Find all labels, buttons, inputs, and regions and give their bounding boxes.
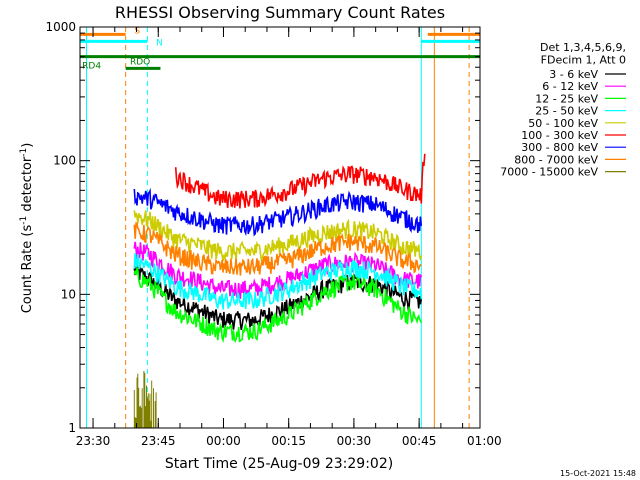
x-tick-label-6: 01:00 <box>467 434 502 448</box>
series-line-8 <box>133 371 157 428</box>
x-tick-label-3: 00:15 <box>271 434 306 448</box>
svg-text:Count Rate (s-1 detector-1): Count Rate (s-1 detector-1) <box>19 143 35 314</box>
legend-label-1: 6 - 12 keV <box>542 80 598 93</box>
x-tick-label-5: 00:45 <box>402 434 437 448</box>
y-tick-label-2: 100 <box>53 154 76 168</box>
flag-label-n: N <box>156 38 163 48</box>
series-line-6 <box>133 187 423 237</box>
y-axis-label: Count Rate (s-1 detector-1) <box>19 143 35 314</box>
x-axis-label: Start Time (25-Aug-09 23:29:02) <box>165 456 393 472</box>
series-line-4 <box>133 210 423 262</box>
series-line-0 <box>133 263 423 331</box>
legend-label-3: 25 - 50 keV <box>535 105 598 118</box>
legend-label-4: 50 - 100 keV <box>528 117 598 130</box>
legend-label-8: 7000 - 15000 keV <box>500 166 598 179</box>
flag-label-rdo: RDO <box>130 57 150 67</box>
y-tick-label-0: 1 <box>68 421 76 435</box>
flag-label-s: S <box>134 26 140 36</box>
series-line-2 <box>133 265 423 344</box>
plot-frame <box>79 26 481 429</box>
x-tick-label-1: 23:45 <box>141 434 176 448</box>
flag-n: N <box>80 38 480 48</box>
plot-area: S N RD4 RDO 1 10 100 1000 23:30 23:45 00:00 00:15 00… <box>45 20 501 448</box>
legend-header-0: Det 1,3,4,5,6,9, <box>540 41 626 54</box>
legend-header-1: FDecim 1, Att 0 <box>541 54 626 67</box>
series-line-3 <box>133 253 423 310</box>
legend-label-5: 100 - 300 keV <box>521 129 598 142</box>
series-2 <box>133 265 423 344</box>
series-3 <box>133 253 423 310</box>
y-tick-label-3: 1000 <box>45 20 76 34</box>
legend-label-0: 3 - 6 keV <box>549 68 598 81</box>
legend-label-2: 12 - 25 keV <box>535 92 598 105</box>
flag-s: S <box>80 26 480 36</box>
flag-rd4: RD4 <box>80 55 480 72</box>
legend-label-6: 300 - 800 keV <box>521 141 598 154</box>
series-5 <box>174 153 426 209</box>
timestamp: 15-Oct-2021 15:48 <box>560 469 636 478</box>
series-0 <box>133 263 423 331</box>
series-4 <box>133 210 423 262</box>
series-line-5 <box>174 153 426 209</box>
series-8 <box>133 371 157 428</box>
series-7 <box>133 222 422 276</box>
x-tick-label-0: 23:30 <box>76 434 111 448</box>
legend-label-7: 800 - 7000 keV <box>514 153 598 166</box>
x-tick-label-4: 00:30 <box>337 434 372 448</box>
series-line-7 <box>133 222 422 276</box>
y-tick-label-1: 10 <box>61 287 76 301</box>
series-6 <box>133 187 423 237</box>
flag-label-rd4: RD4 <box>82 62 101 72</box>
x-tick-label-2: 00:00 <box>206 434 241 448</box>
flag-rdo: RDO <box>125 57 161 70</box>
chart-title: RHESSI Observing Summary Count Rates <box>115 3 445 22</box>
